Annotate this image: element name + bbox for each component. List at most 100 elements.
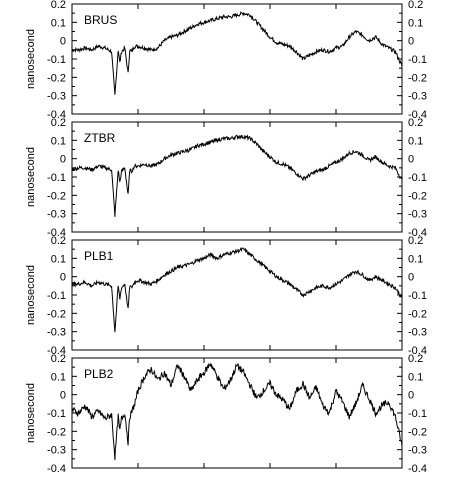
data-point (316, 387, 317, 388)
panel-title: PLB2 (84, 367, 114, 381)
data-point (296, 289, 297, 290)
data-point (322, 169, 323, 170)
y-tick-label-left: -0.4 (47, 463, 66, 474)
data-point (223, 16, 224, 17)
data-point (164, 158, 165, 159)
data-point (302, 58, 303, 59)
data-point (342, 46, 343, 47)
data-point (349, 36, 350, 37)
data-point (104, 47, 105, 48)
data-point (98, 282, 99, 283)
data-point (119, 431, 120, 432)
data-point (121, 287, 122, 288)
data-point (104, 418, 105, 419)
data-point (296, 390, 297, 391)
data-point (269, 36, 270, 37)
data-point (269, 156, 270, 157)
data-point (230, 379, 231, 380)
data-point (395, 416, 396, 417)
data-point (256, 260, 257, 261)
panel-2: 0.2 0.2 0.1 0.1 0 0 -0.1 -0.1 -0.2 -0.2 -0.3 -0.3 -0… (25, 117, 427, 239)
data-point (309, 291, 310, 292)
data-point (289, 409, 290, 410)
data-point (164, 372, 165, 373)
y-tick-label-right: 0.1 (408, 135, 423, 147)
data-point (362, 274, 363, 275)
data-point (322, 49, 323, 50)
y-tick-label-left: -0.2 (47, 426, 66, 438)
y-tick-label-right: -0.3 (408, 91, 427, 103)
panel-4: 0.2 0.2 0.1 0.1 0 0 -0.1 -0.1 -0.2 -0.2 -0.3 -0.3 -0… (25, 353, 427, 475)
y-tick-label-left: 0.1 (51, 371, 66, 383)
data-point (197, 24, 198, 25)
data-point (128, 442, 129, 443)
data-point (210, 254, 211, 255)
data-point (131, 171, 132, 172)
data-point (375, 156, 376, 157)
data-point (223, 389, 224, 390)
data-point (164, 274, 165, 275)
data-point (157, 164, 158, 165)
data-point (98, 46, 99, 47)
data-point (395, 287, 396, 288)
data-point (210, 363, 211, 364)
data-point (137, 46, 138, 47)
data-point (316, 51, 317, 52)
y-tick-label-right: 0.2 (408, 117, 423, 129)
data-point (289, 46, 290, 47)
data-point (78, 412, 79, 413)
data-point (335, 47, 336, 48)
y-tick-label-right: -0.1 (408, 408, 427, 420)
data-point (128, 195, 129, 196)
series-line (71, 134, 403, 217)
data-point (316, 171, 317, 172)
data-point (144, 376, 145, 377)
data-point (118, 416, 119, 417)
y-tick-label-left: -0.1 (47, 408, 66, 420)
data-point (71, 409, 72, 410)
data-point (217, 18, 218, 19)
y-tick-label-right: -0.1 (408, 54, 427, 66)
data-point (329, 287, 330, 288)
data-point (190, 263, 191, 264)
y-tick-label-left: -0.3 (47, 445, 66, 457)
data-point (170, 385, 171, 386)
data-point (137, 280, 138, 281)
data-point (177, 35, 178, 36)
data-point (129, 169, 130, 170)
data-point (302, 178, 303, 179)
data-point (342, 158, 343, 159)
data-point (129, 416, 130, 417)
data-point (131, 287, 132, 288)
data-point (250, 385, 251, 386)
y-tick-label-right: 0 (408, 154, 414, 166)
data-point (111, 414, 112, 415)
data-point (104, 167, 105, 168)
y-tick-label-right: 0.1 (408, 17, 423, 29)
data-point (217, 140, 218, 141)
data-point (250, 138, 251, 139)
data-point (85, 167, 86, 168)
data-point (151, 368, 152, 369)
y-tick-label-right: 0.1 (408, 371, 423, 383)
data-point (283, 400, 284, 401)
data-point (157, 280, 158, 281)
panel-title: BRUS (84, 13, 117, 27)
y-tick-label-right: -0.2 (408, 72, 427, 84)
y-tick-label-right: 0.2 (408, 353, 423, 365)
data-point (322, 285, 323, 286)
data-point (362, 35, 363, 36)
data-point (137, 165, 138, 166)
data-point (256, 143, 257, 144)
data-point (151, 283, 152, 284)
data-point (71, 283, 72, 284)
y-tick-label-right: 0 (408, 36, 414, 48)
data-point (184, 265, 185, 266)
data-point (355, 151, 356, 152)
data-point (210, 20, 211, 21)
data-point (151, 49, 152, 50)
data-point (395, 51, 396, 52)
data-point (111, 169, 112, 170)
data-point (368, 40, 369, 41)
